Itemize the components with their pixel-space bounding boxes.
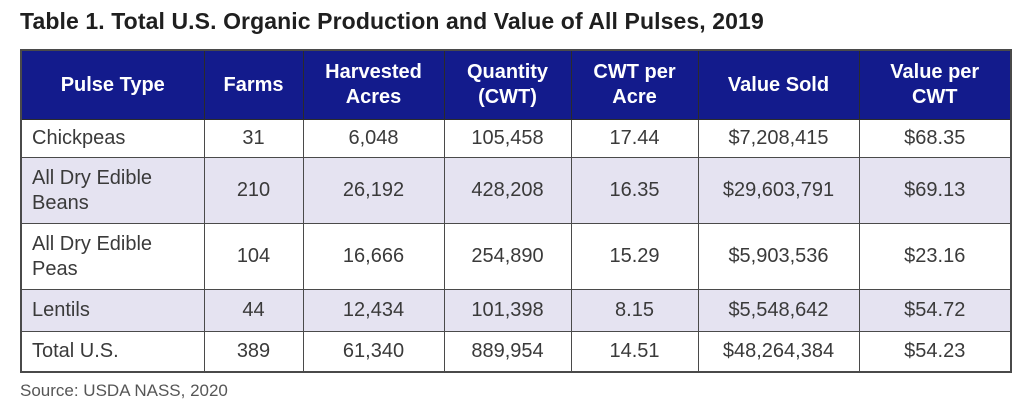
table-header-row: Pulse Type Farms Harvested Acres Quantit… <box>20 49 1012 121</box>
table-row-chickpeas: Chickpeas 31 6,048 105,458 17.44 $7,208,… <box>20 119 1012 159</box>
table-row-all-dry-edible-peas: All Dry Edible Peas 104 16,666 254,890 1… <box>20 223 1012 291</box>
cell-harvested-acres: 16,666 <box>302 223 445 291</box>
cell-quantity-cwt: 889,954 <box>443 331 572 373</box>
table-row-total-us: Total U.S. 389 61,340 889,954 14.51 $48,… <box>20 331 1012 373</box>
cell-value-per-cwt: $23.16 <box>858 223 1012 291</box>
column-header-harvested-acres: Harvested Acres <box>302 49 445 121</box>
cell-value-per-cwt: $68.35 <box>858 119 1012 159</box>
cell-value-sold: $5,903,536 <box>697 223 860 291</box>
cell-farms: 31 <box>203 119 304 159</box>
cell-quantity-cwt: 101,398 <box>443 289 572 333</box>
column-header-farms: Farms <box>203 49 304 121</box>
cell-value-per-cwt: $54.23 <box>858 331 1012 373</box>
cell-quantity-cwt: 105,458 <box>443 119 572 159</box>
cell-harvested-acres: 12,434 <box>302 289 445 333</box>
column-header-value-sold: Value Sold <box>697 49 860 121</box>
cell-harvested-acres: 61,340 <box>302 331 445 373</box>
cell-value-sold: $48,264,384 <box>697 331 860 373</box>
cell-cwt-per-acre: 14.51 <box>570 331 699 373</box>
cell-pulse-type: All Dry Edible Peas <box>20 223 205 291</box>
cell-pulse-type: Chickpeas <box>20 119 205 159</box>
cell-quantity-cwt: 254,890 <box>443 223 572 291</box>
pulses-table: Pulse Type Farms Harvested Acres Quantit… <box>20 48 1012 373</box>
cell-pulse-type: All Dry Edible Beans <box>20 157 205 225</box>
cell-cwt-per-acre: 8.15 <box>570 289 699 333</box>
column-header-value-per-cwt: Value per CWT <box>858 49 1012 121</box>
source-note: Source: USDA NASS, 2020 <box>20 380 228 400</box>
cell-harvested-acres: 26,192 <box>302 157 445 225</box>
cell-pulse-type: Total U.S. <box>20 331 205 373</box>
cell-cwt-per-acre: 15.29 <box>570 223 699 291</box>
cell-farms: 210 <box>203 157 304 225</box>
table-row-lentils: Lentils 44 12,434 101,398 8.15 $5,548,64… <box>20 289 1012 333</box>
cell-quantity-cwt: 428,208 <box>443 157 572 225</box>
column-header-quantity-cwt: Quantity (CWT) <box>443 49 572 121</box>
cell-farms: 104 <box>203 223 304 291</box>
table-row-all-dry-edible-beans: All Dry Edible Beans 210 26,192 428,208 … <box>20 157 1012 225</box>
cell-value-per-cwt: $69.13 <box>858 157 1012 225</box>
cell-value-sold: $5,548,642 <box>697 289 860 333</box>
cell-farms: 44 <box>203 289 304 333</box>
column-header-cwt-per-acre: CWT per Acre <box>570 49 699 121</box>
cell-value-sold: $7,208,415 <box>697 119 860 159</box>
cell-farms: 389 <box>203 331 304 373</box>
cell-value-per-cwt: $54.72 <box>858 289 1012 333</box>
cell-value-sold: $29,603,791 <box>697 157 860 225</box>
cell-cwt-per-acre: 16.35 <box>570 157 699 225</box>
cell-cwt-per-acre: 17.44 <box>570 119 699 159</box>
cell-harvested-acres: 6,048 <box>302 119 445 159</box>
cell-pulse-type: Lentils <box>20 289 205 333</box>
table-title: Table 1. Total U.S. Organic Production a… <box>20 8 764 34</box>
column-header-pulse-type: Pulse Type <box>20 49 205 121</box>
